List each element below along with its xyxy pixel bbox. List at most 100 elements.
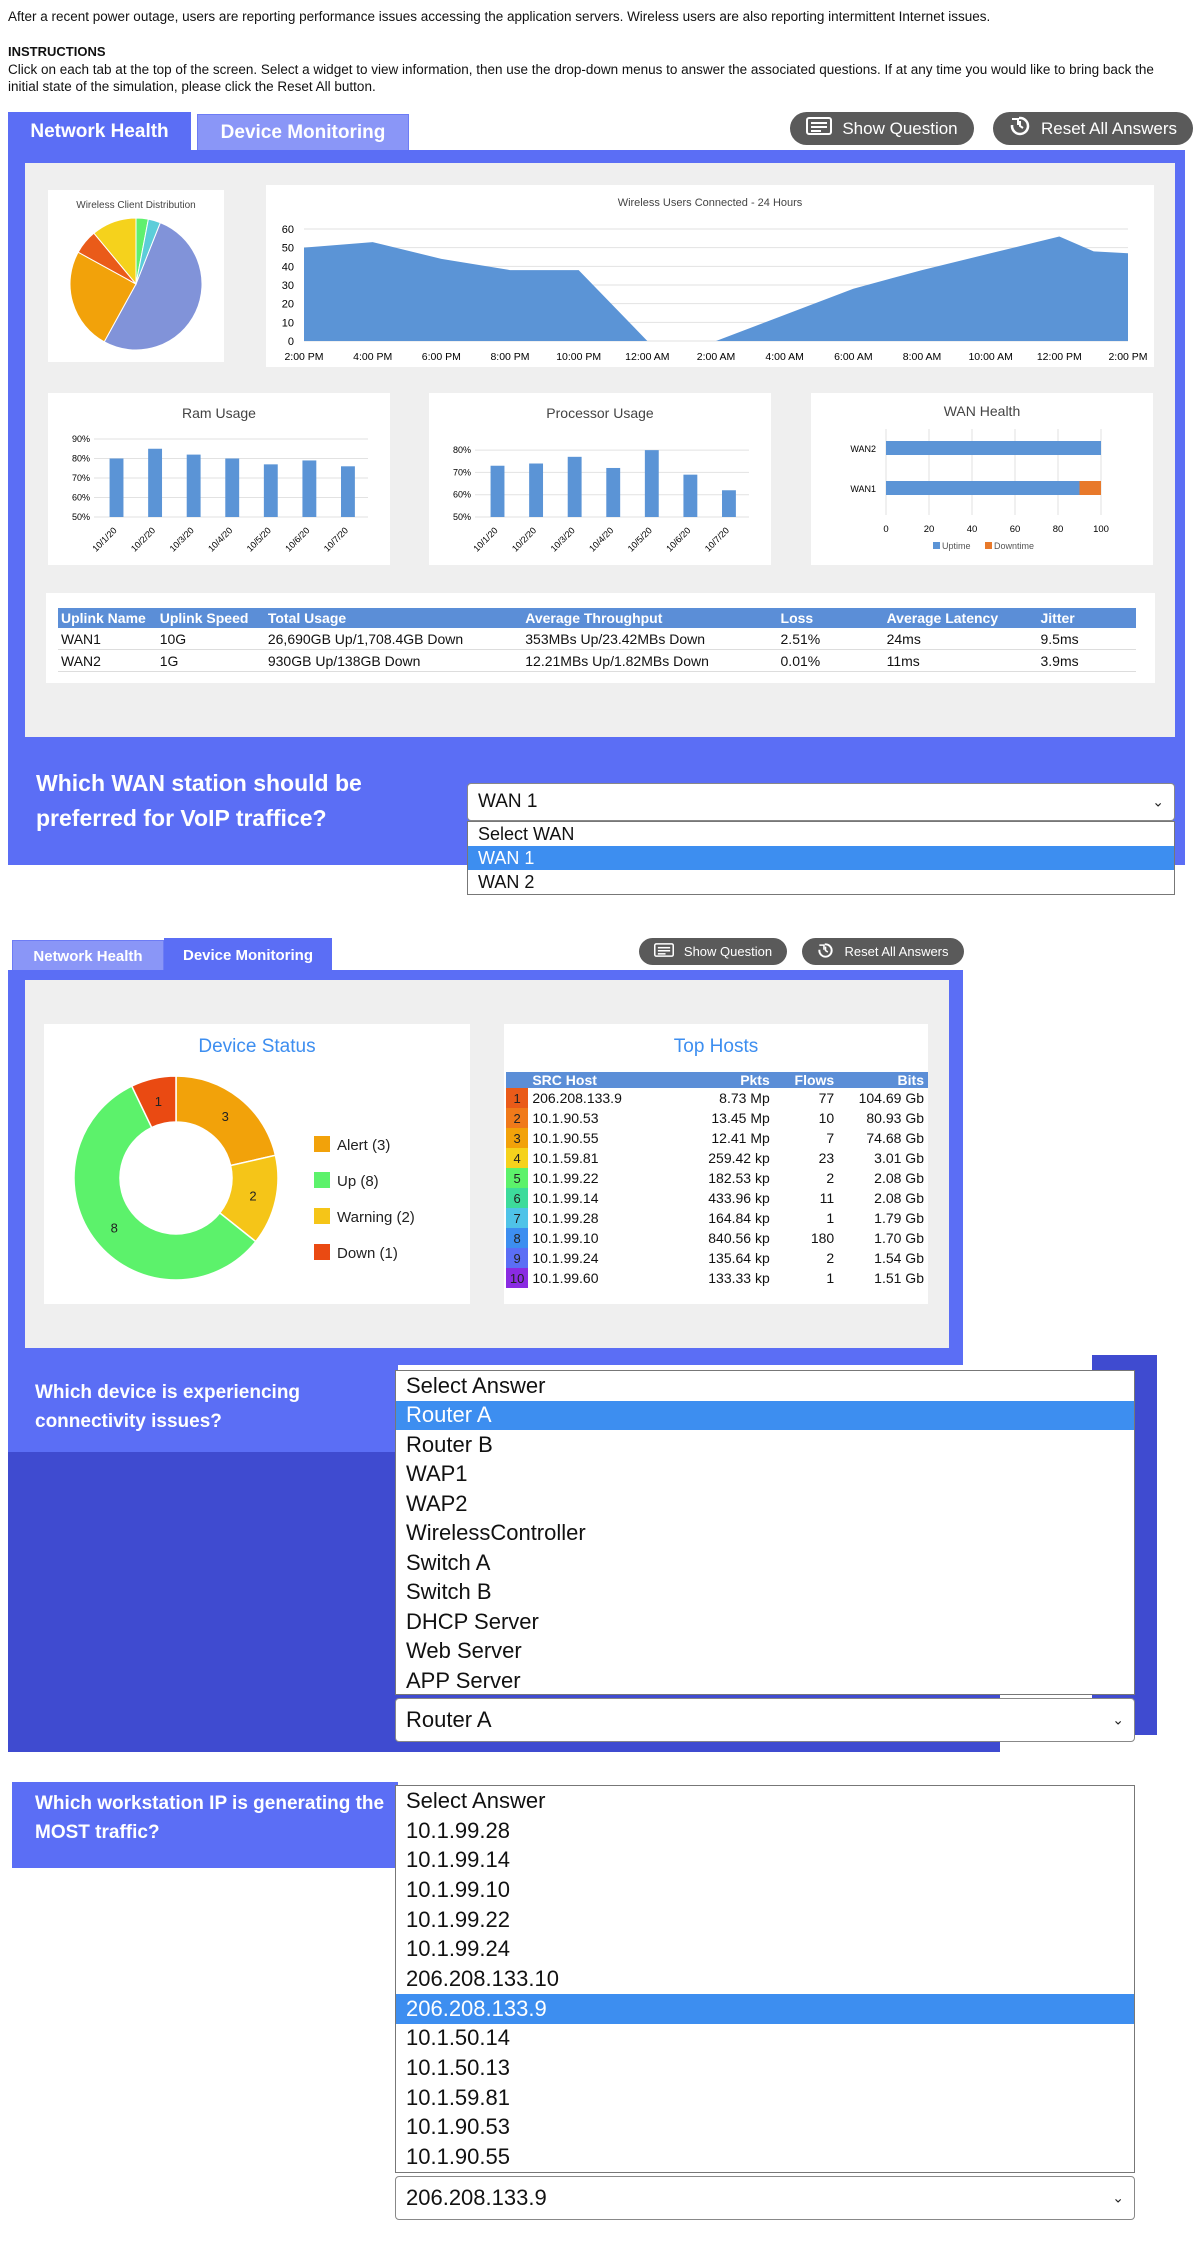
table-cell: 10.1.90.55: [532, 1130, 599, 1146]
table-cell: 10.1.99.14: [532, 1190, 599, 1206]
dropdown-option[interactable]: 10.1.50.13: [406, 2055, 510, 2081]
dropdown-option[interactable]: APP Server: [406, 1667, 521, 1693]
top-hosts-table: SRC Host Pkts Flows Bits 1 206.208.133.9 8.73…: [506, 1072, 928, 1288]
dropdown-option[interactable]: WAP1: [406, 1461, 468, 1487]
dropdown-option[interactable]: Router B: [406, 1431, 493, 1457]
legend-swatch: [933, 542, 940, 549]
dropdown-option[interactable]: 10.1.99.10: [406, 1876, 510, 1902]
reset-all-button[interactable]: Reset All Answers: [993, 112, 1193, 145]
table-cell: 1.51 Gb: [874, 1270, 924, 1286]
wan-health-widget[interactable]: WAN Health 0 20 40 60 80 100 WAN2 WAN1 Uptime Down…: [811, 393, 1153, 565]
y-tick-label: 80%: [72, 454, 90, 464]
dropdown-option[interactable]: 10.1.99.28: [406, 1817, 510, 1843]
show-question-button[interactable]: Show Question: [639, 938, 787, 965]
dropdown-option[interactable]: WAP2: [406, 1490, 468, 1516]
column-header: Total Usage: [264, 608, 523, 628]
dropdown-option[interactable]: 10.1.50.14: [406, 2025, 510, 2051]
tab-device-monitoring[interactable]: Device Monitoring: [164, 938, 332, 972]
rank-badge: 4: [506, 1148, 529, 1168]
legend-label: Down (1): [337, 1245, 398, 1262]
table-cell: 1: [826, 1270, 835, 1286]
processor-usage-widget[interactable]: Processor Usage 50% 60% 70% 80% 10/1/20 10/2/2…: [429, 393, 771, 565]
table-cell: 840.56 kp: [708, 1230, 770, 1246]
device-options-list: Select Answer Router A Router B WAP1 WAP2 Wir…: [395, 1370, 1135, 1695]
wan-options-list: Select WAN WAN 1 WAN 2: [467, 821, 1175, 895]
table-cell: 10: [818, 1110, 835, 1126]
show-question-label: Show Question: [683, 944, 773, 959]
bar: [225, 458, 240, 517]
dropdown-option[interactable]: Web Server: [406, 1638, 522, 1664]
bar: [886, 481, 1080, 495]
device-select-value: Router A: [406, 1707, 492, 1732]
wan-select[interactable]: WAN 1 ⌄: [467, 783, 1175, 821]
dropdown-option[interactable]: Select Answer: [406, 1372, 546, 1398]
dropdown-option[interactable]: 10.1.90.53: [406, 2114, 510, 2140]
table-cell: 1G: [156, 649, 265, 672]
table-cell: 930GB Up/138GB Down: [264, 649, 523, 672]
device-status-widget[interactable]: Device Status 3 2 8 1 Alert (3) Up (8) Warning…: [44, 1024, 470, 1304]
dropdown-option[interactable]: Switch B: [406, 1579, 492, 1605]
top-hosts-widget[interactable]: Top Hosts SRC Host Pkts Flows Bits 1 206.208…: [504, 1024, 928, 1304]
uplink-table: Uplink Name Uplink Speed Total Usage Averag…: [58, 608, 1136, 672]
chevron-down-icon: ⌄: [1112, 2189, 1124, 2206]
bar: [302, 460, 317, 517]
x-tick-label: 2:00 AM: [697, 351, 736, 363]
dropdown-option[interactable]: WirelessController: [406, 1520, 586, 1546]
dropdown-option[interactable]: WAN 2: [478, 871, 535, 892]
tab-device-monitoring[interactable]: Device Monitoring: [197, 114, 409, 152]
y-tick-label: 0: [288, 336, 294, 348]
dropdown-option[interactable]: 206.208.133.10: [406, 1965, 559, 1991]
wireless-client-pie: [69, 217, 203, 351]
table-cell: 13.45 Mp: [711, 1110, 770, 1126]
reset-all-button[interactable]: Reset All Answers: [802, 938, 964, 965]
reset-all-label: Reset All Answers: [844, 944, 949, 959]
table-cell: 182.53 kp: [708, 1170, 770, 1186]
show-question-button[interactable]: Show Question: [790, 112, 974, 145]
dropdown-option[interactable]: 10.1.99.14: [406, 1847, 510, 1873]
table-row: 4 10.1.59.81 259.42 kp 23 3.01 Gb: [506, 1148, 928, 1168]
traffic-question: Which workstation IP is generating the M…: [35, 1793, 385, 1843]
dropdown-option[interactable]: WAN 1: [468, 846, 1174, 870]
rank-badge: 6: [506, 1188, 529, 1208]
x-tick-label: 8:00 AM: [903, 351, 942, 363]
x-tick-label: 10/2/20: [129, 525, 157, 553]
device-select[interactable]: Router A ⌄: [395, 1698, 1135, 1742]
dropdown-option[interactable]: 10.1.59.81: [406, 2084, 510, 2110]
column-header: Bits: [838, 1072, 928, 1088]
dropdown-option[interactable]: DHCP Server: [406, 1608, 539, 1634]
dropdown-option[interactable]: 10.1.90.55: [406, 2144, 510, 2170]
chart-title: Processor Usage: [546, 405, 654, 421]
dropdown-option[interactable]: 206.208.133.9: [396, 1993, 1134, 2024]
ram-usage-widget[interactable]: Ram Usage 50% 60% 70% 80% 90% 10/1/20 10/2/20 10…: [48, 393, 390, 565]
y-tick-label: 70%: [453, 467, 471, 477]
table-cell: 10.1.99.24: [532, 1250, 599, 1266]
legend-label: Alert (3): [337, 1137, 390, 1154]
bar: [722, 490, 736, 517]
dropdown-option[interactable]: Switch A: [406, 1549, 491, 1575]
wireless-users-title: Wireless Users Connected - 24 Hours: [618, 197, 803, 209]
x-tick-label: 10/7/20: [322, 525, 350, 553]
y-tick-label: 60%: [72, 493, 90, 503]
x-tick-label: 10/4/20: [206, 525, 234, 553]
table-cell: 1.70 Gb: [874, 1230, 924, 1246]
dropdown-option[interactable]: 10.1.99.24: [406, 1936, 510, 1962]
table-cell: 8.73 Mp: [719, 1090, 770, 1106]
uplink-widget[interactable]: Uplink Name Uplink Speed Total Usage Averag…: [46, 593, 1155, 683]
dropdown-option[interactable]: 10.1.99.22: [406, 1906, 510, 1932]
workstation-select-value: 206.208.133.9: [406, 2185, 547, 2210]
chart-title: Ram Usage: [182, 405, 256, 421]
dropdown-option[interactable]: Select Answer: [406, 1787, 546, 1813]
tab-network-health[interactable]: Network Health: [8, 112, 191, 152]
dropdown-option[interactable]: Router A: [396, 1400, 1134, 1430]
tab-network-health[interactable]: Network Health: [12, 940, 164, 972]
wireless-users-widget[interactable]: Wireless Users Connected - 24 Hours 0 10 20…: [266, 185, 1154, 367]
slice-label: 1: [155, 1094, 162, 1109]
device-question: Which device is experiencing connectivit…: [35, 1382, 301, 1432]
wireless-client-widget[interactable]: Wireless Client Distribution: [48, 190, 224, 362]
column-header: SRC Host: [528, 1072, 676, 1088]
dropdown-option[interactable]: Select WAN: [478, 823, 575, 844]
y-tick-label: 60%: [453, 490, 471, 500]
table-cell: 2: [826, 1250, 835, 1266]
bar: [683, 474, 698, 517]
workstation-select[interactable]: 206.208.133.9 ⌄: [395, 2176, 1135, 2220]
